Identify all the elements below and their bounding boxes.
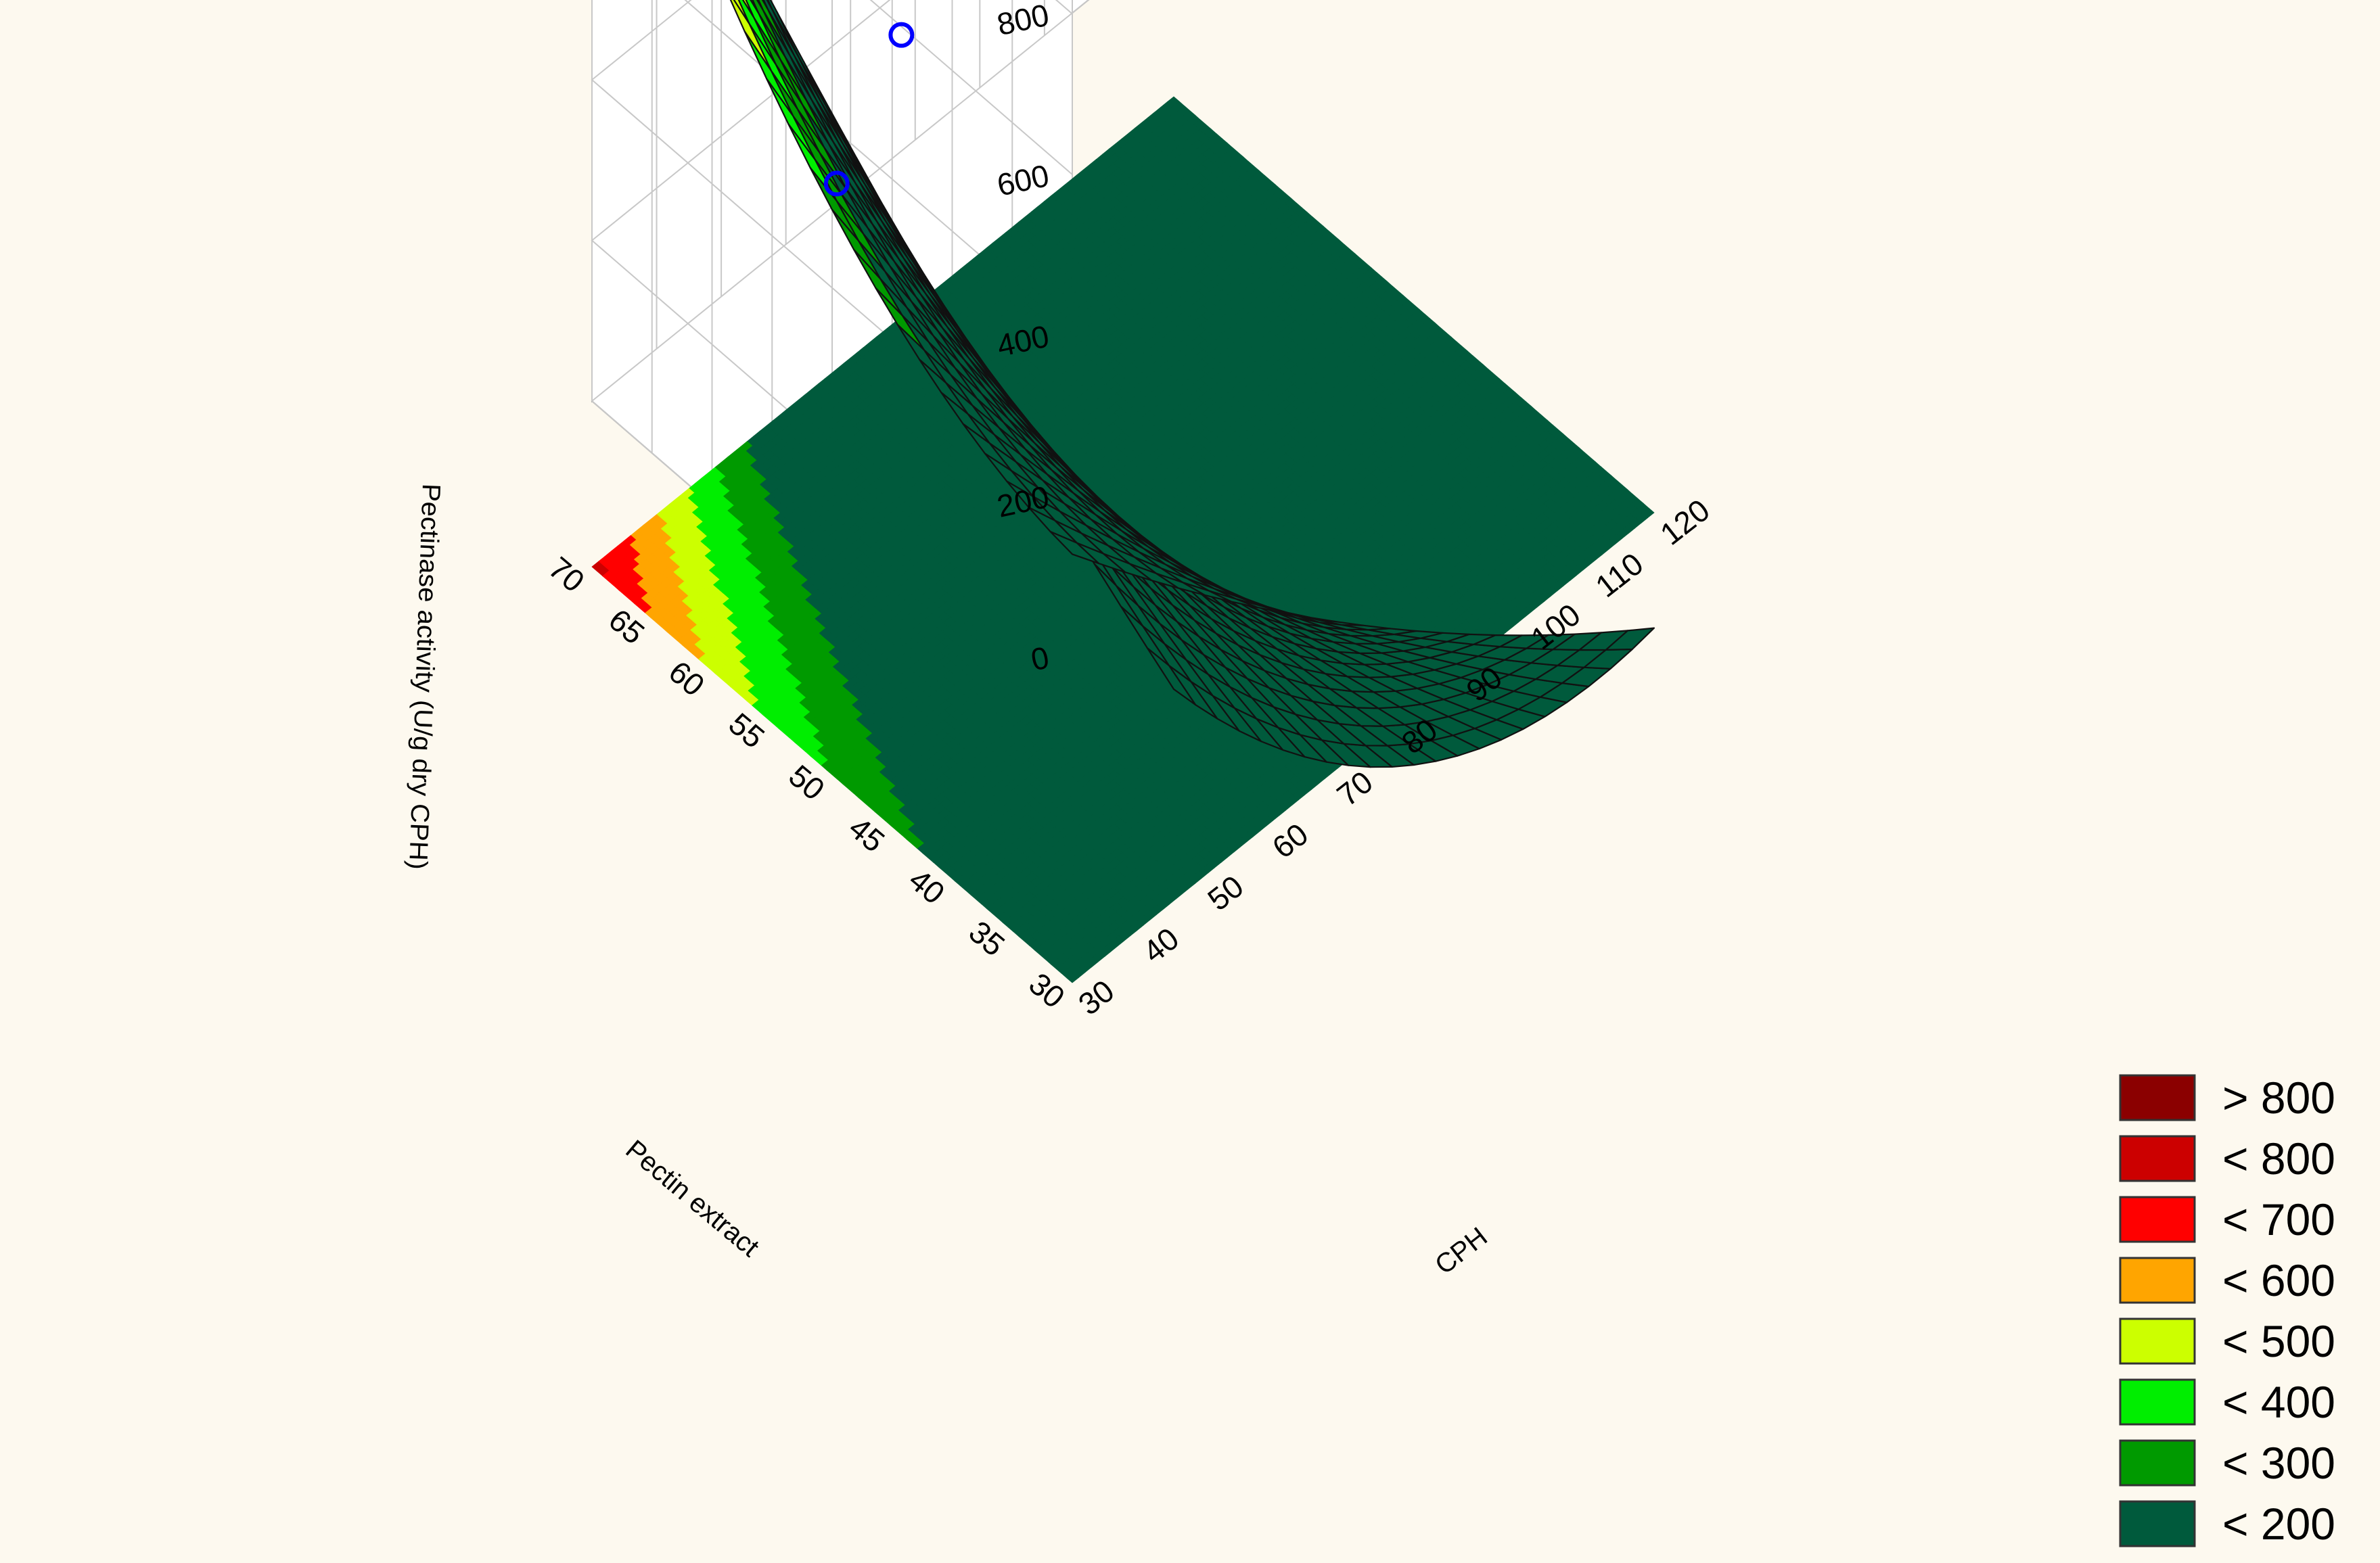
gridline bbox=[684, 0, 1073, 336]
